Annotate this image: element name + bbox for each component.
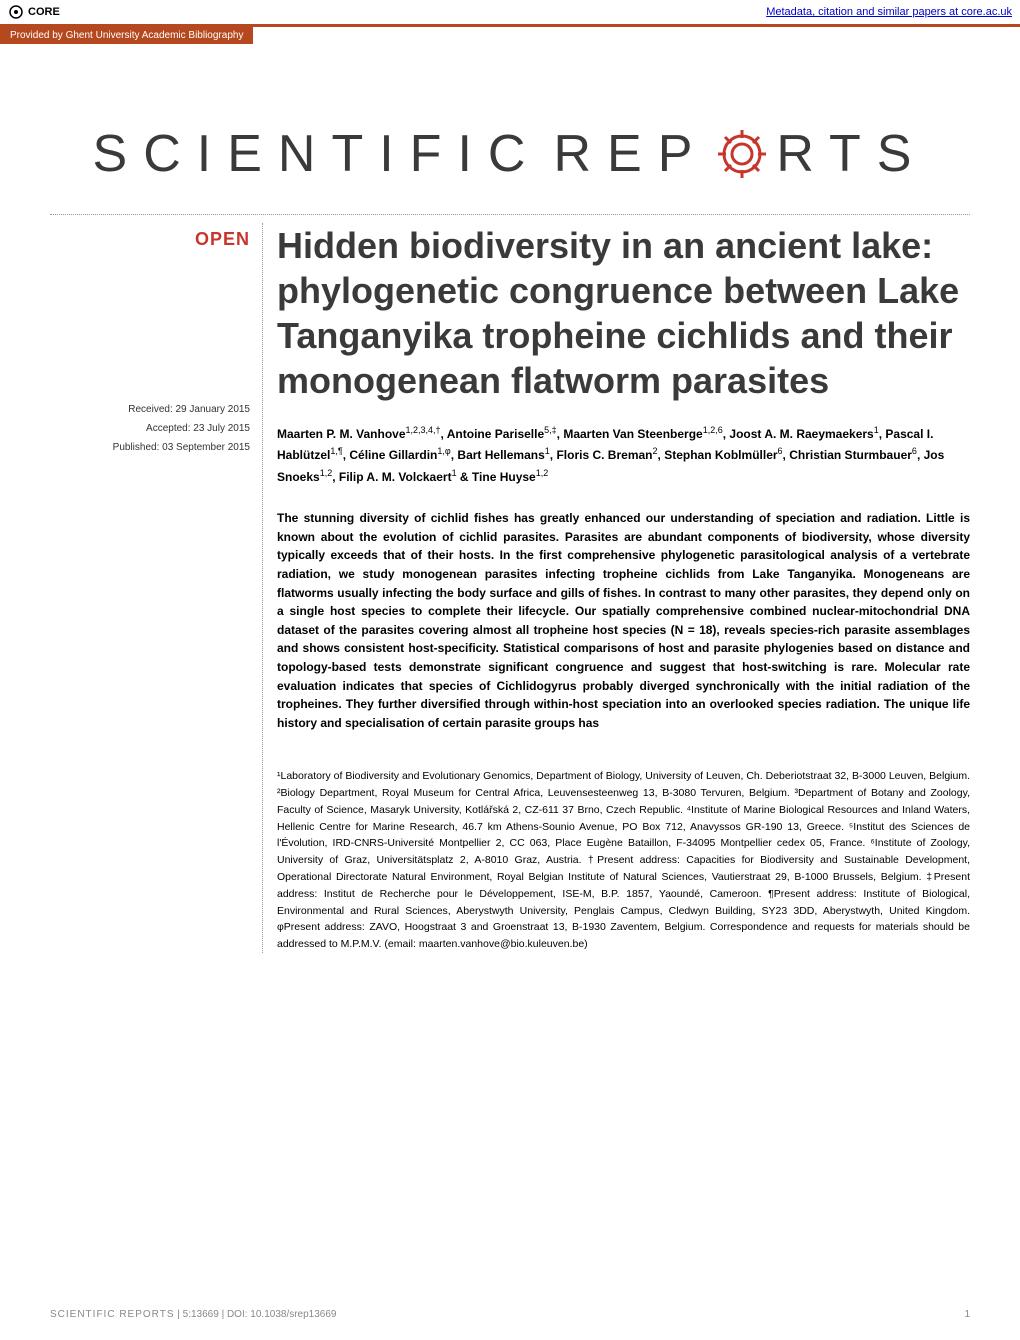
footer-journal-name: SCIENTIFIC REPORTS [50, 1309, 175, 1320]
logo-text-right-b: RTS [776, 124, 927, 184]
main-grid: OPEN Received: 29 January 2015 Accepted:… [50, 223, 970, 953]
core-metadata-link[interactable]: Metadata, citation and similar papers at… [766, 6, 1012, 18]
page-content: SCIENTIFIC REP RTS OPEN Received: 2 [0, 44, 1020, 983]
footer-doi: | 5:13669 | DOI: 10.1038/srep13669 [175, 1309, 337, 1320]
logo-text-left: SCIENTIFIC [93, 124, 542, 184]
core-label: CORE [28, 6, 60, 18]
author: Tine Huyse1,2 [472, 470, 548, 484]
core-icon [8, 4, 24, 20]
author: Floris C. Breman2 [556, 448, 657, 462]
author: Antoine Pariselle5,‡ [447, 427, 557, 441]
footer-page-number: 1 [964, 1309, 970, 1320]
abstract-text: The stunning diversity of cichlid fishes… [277, 509, 970, 732]
right-column: Hidden biodiversity in an ancient lake: … [262, 223, 970, 953]
author: Maarten P. M. Vanhove1,2,3,4,† [277, 427, 441, 441]
author: Maarten Van Steenberge1,2,6 [563, 427, 722, 441]
core-logo-group: CORE [8, 4, 60, 20]
dotted-divider [50, 214, 970, 215]
authors-list: Maarten P. M. Vanhove1,2,3,4,†, Antoine … [277, 423, 970, 487]
open-access-badge: OPEN [50, 229, 250, 250]
author: Christian Sturmbauer6 [789, 448, 917, 462]
author: Bart Hellemans1 [457, 448, 549, 462]
published-date: Published: 03 September 2015 [50, 438, 250, 457]
page-footer: SCIENTIFIC REPORTS | 5:13669 | DOI: 10.1… [50, 1309, 970, 1320]
provided-by-banner: Provided by Ghent University Academic Bi… [0, 27, 253, 44]
publication-dates: Received: 29 January 2015 Accepted: 23 J… [50, 400, 250, 457]
affiliations-text: ¹Laboratory of Biodiversity and Evolutio… [277, 768, 970, 953]
author: Filip A. M. Volckaert1 [339, 470, 457, 484]
author: Céline Gillardin1,φ [349, 448, 450, 462]
gear-icon [714, 126, 770, 182]
author: Stephan Koblmüller6 [664, 448, 782, 462]
author: Joost A. M. Raeymaekers1 [729, 427, 878, 441]
footer-citation: SCIENTIFIC REPORTS | 5:13669 | DOI: 10.1… [50, 1309, 336, 1320]
journal-logo: SCIENTIFIC REP RTS [50, 124, 970, 184]
article-title: Hidden biodiversity in an ancient lake: … [277, 223, 970, 403]
core-banner: CORE Metadata, citation and similar pape… [0, 0, 1020, 27]
received-date: Received: 29 January 2015 [50, 400, 250, 419]
accepted-date: Accepted: 23 July 2015 [50, 419, 250, 438]
logo-text-right-a: REP [553, 124, 708, 184]
left-column: OPEN Received: 29 January 2015 Accepted:… [50, 223, 250, 953]
